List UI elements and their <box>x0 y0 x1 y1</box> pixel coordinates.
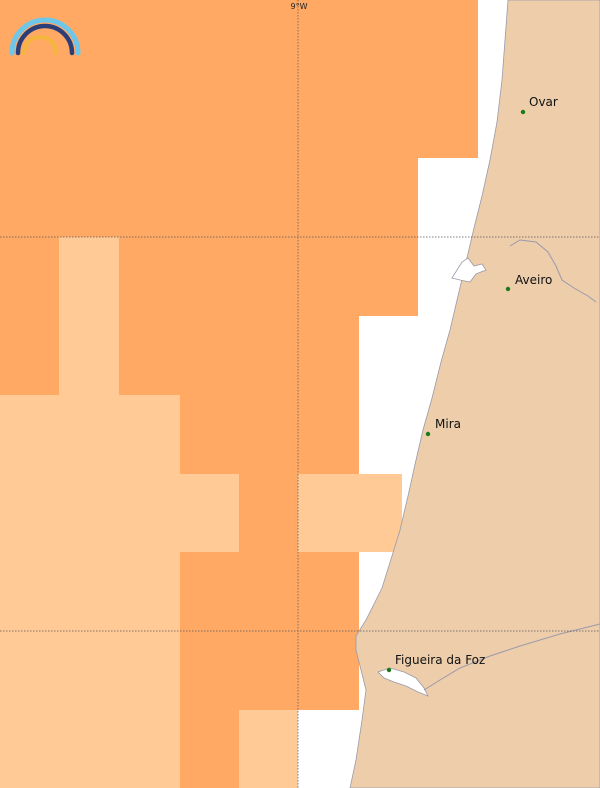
wave-cell-high <box>0 237 59 395</box>
rainbow-arc-logo-icon <box>9 17 81 56</box>
land-area <box>349 0 600 788</box>
wave-cell-high <box>180 395 359 474</box>
wave-cell-high <box>0 0 478 158</box>
wave-cell-high <box>239 474 298 552</box>
wave-cell-low <box>59 237 119 395</box>
mondego-estuary <box>377 667 429 697</box>
wave-cell-high <box>0 158 418 237</box>
wave-cell-low <box>180 474 239 552</box>
city-label: Aveiro <box>515 273 552 287</box>
city-label: Ovar <box>529 95 558 109</box>
city-label: Mira <box>435 417 461 431</box>
wave-cell-low <box>298 474 402 552</box>
wave-height-grid <box>0 0 478 788</box>
wave-cell-high <box>180 552 359 710</box>
wave-cell-high <box>119 316 359 395</box>
city-marker-icon <box>386 667 392 673</box>
city-mira[interactable]: Mira <box>425 417 461 437</box>
river-vouga <box>509 239 597 303</box>
wave-cell-low <box>0 395 180 788</box>
city-label: Figueira da Foz <box>395 653 485 667</box>
meridian-label: 9°W <box>291 2 308 11</box>
city-ovar[interactable]: Ovar <box>520 95 558 115</box>
city-marker-icon <box>520 109 526 115</box>
aveiro-lagoon <box>451 257 487 283</box>
wave-cell-high <box>119 237 418 316</box>
city-marker-icon <box>505 286 511 292</box>
city-figueira-da-foz[interactable]: Figueira da Foz <box>386 653 486 673</box>
wave-cell-low <box>239 710 298 788</box>
city-aveiro[interactable]: Aveiro <box>505 273 553 292</box>
wave-cell-high <box>180 710 239 788</box>
river-mondego <box>423 623 600 691</box>
city-marker-icon <box>425 431 431 437</box>
